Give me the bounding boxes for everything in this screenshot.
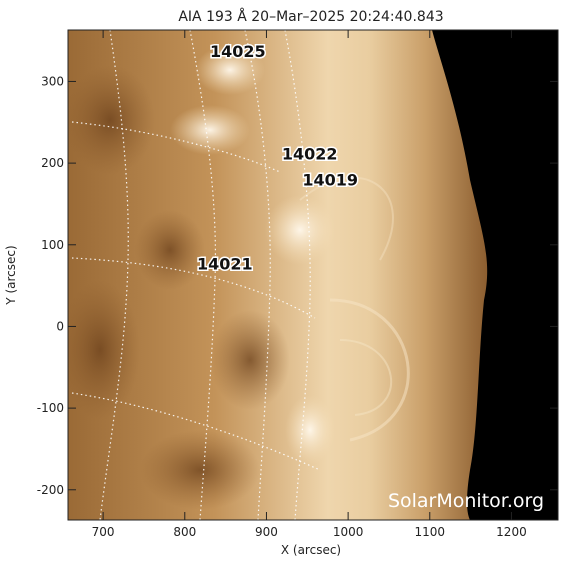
coronal-loop bbox=[329, 298, 410, 442]
active-region-label-14022: 14022 bbox=[282, 144, 338, 163]
dark-region bbox=[140, 430, 260, 510]
active-region-label-14025: 14025 bbox=[210, 42, 266, 61]
grid-parallel bbox=[71, 392, 321, 471]
dark-region bbox=[210, 310, 290, 410]
x-tick-label: 1200 bbox=[496, 525, 527, 539]
dark-region bbox=[135, 210, 205, 290]
y-axis-ticks: 300 200 100 0 -100 -200 bbox=[37, 74, 558, 497]
solar-image bbox=[68, 30, 558, 520]
heliographic-grid bbox=[71, 30, 321, 520]
bright-active-region bbox=[265, 195, 335, 265]
dark-region bbox=[68, 65, 155, 175]
grid-meridian bbox=[284, 30, 311, 520]
y-tick-label: 200 bbox=[41, 156, 64, 170]
active-region-label-14021: 14021 bbox=[197, 255, 253, 274]
active-region-label-14019: 14019 bbox=[302, 170, 358, 189]
x-tick-label: 1100 bbox=[415, 525, 446, 539]
grid-meridian bbox=[189, 30, 217, 520]
y-tick-label: 100 bbox=[41, 238, 64, 252]
y-axis-label: Y (arcsec) bbox=[4, 245, 18, 305]
coronal-loop bbox=[299, 176, 394, 261]
dark-region bbox=[68, 280, 140, 420]
active-region-labels: 14025 14022 14019 14021 bbox=[195, 41, 359, 275]
x-axis-ticks: 700 800 900 1000 1100 1200 bbox=[92, 30, 527, 539]
x-tick-label: 1000 bbox=[333, 525, 364, 539]
coronal-loop bbox=[339, 339, 393, 416]
watermark: SolarMonitor.org bbox=[388, 490, 544, 512]
y-tick-label: 0 bbox=[56, 319, 64, 333]
x-axis-label: X (arcsec) bbox=[281, 543, 341, 557]
plot-frame bbox=[67, 29, 559, 521]
solar-disk bbox=[68, 30, 488, 520]
x-tick-label: 800 bbox=[173, 525, 196, 539]
figure-title: AIA 193 Å 20–Mar–2025 20:24:40.843 bbox=[178, 8, 443, 25]
y-tick-label: -100 bbox=[37, 401, 64, 415]
grid-meridian bbox=[244, 30, 271, 520]
x-tick-label: 700 bbox=[92, 525, 115, 539]
y-tick-label: -200 bbox=[37, 483, 64, 497]
x-tick-label: 900 bbox=[255, 525, 278, 539]
bright-active-region bbox=[195, 45, 265, 95]
bright-active-region bbox=[285, 395, 335, 465]
y-tick-label: 300 bbox=[41, 74, 64, 88]
bright-active-region bbox=[170, 105, 250, 155]
